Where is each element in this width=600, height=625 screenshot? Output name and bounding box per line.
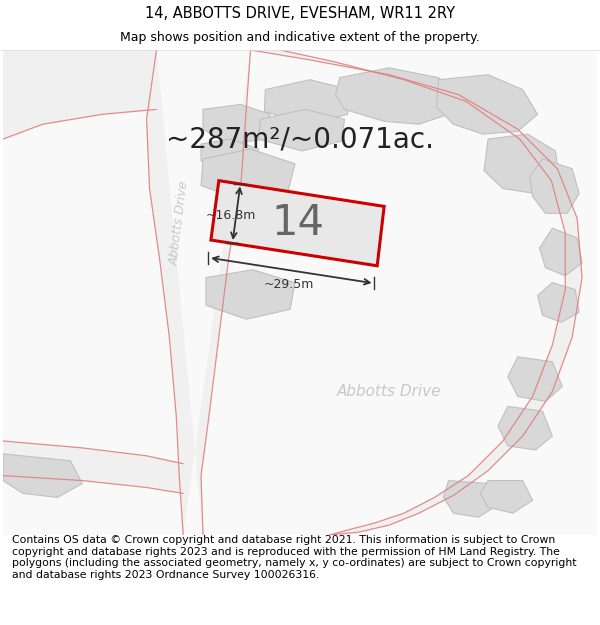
Text: ~29.5m: ~29.5m <box>264 278 314 291</box>
Polygon shape <box>480 481 533 513</box>
Polygon shape <box>211 181 384 266</box>
Text: Map shows position and indicative extent of the property.: Map shows position and indicative extent… <box>120 31 480 44</box>
Polygon shape <box>251 50 582 535</box>
Polygon shape <box>3 441 183 493</box>
Text: Abbotts Drive: Abbotts Drive <box>167 180 191 266</box>
Polygon shape <box>203 104 271 144</box>
Polygon shape <box>539 228 582 276</box>
Polygon shape <box>265 80 349 124</box>
Polygon shape <box>201 149 295 201</box>
Text: 14, ABBOTTS DRIVE, EVESHAM, WR11 2RY: 14, ABBOTTS DRIVE, EVESHAM, WR11 2RY <box>145 6 455 21</box>
Text: Abbotts Drive: Abbotts Drive <box>337 384 442 399</box>
Polygon shape <box>146 50 251 535</box>
Polygon shape <box>335 68 458 124</box>
Polygon shape <box>508 357 562 401</box>
Text: ~16.8m: ~16.8m <box>206 209 256 222</box>
Polygon shape <box>437 75 538 134</box>
Polygon shape <box>443 481 498 517</box>
Polygon shape <box>498 406 553 450</box>
Text: Contains OS data © Crown copyright and database right 2021. This information is : Contains OS data © Crown copyright and d… <box>12 535 577 580</box>
Polygon shape <box>206 270 295 319</box>
Polygon shape <box>3 454 82 498</box>
Polygon shape <box>3 50 157 139</box>
Polygon shape <box>530 159 579 213</box>
Text: ~287m²/~0.071ac.: ~287m²/~0.071ac. <box>166 125 434 153</box>
Polygon shape <box>201 139 259 177</box>
Text: 14: 14 <box>271 202 324 244</box>
Polygon shape <box>484 134 559 194</box>
Polygon shape <box>538 282 579 322</box>
Polygon shape <box>259 109 344 151</box>
